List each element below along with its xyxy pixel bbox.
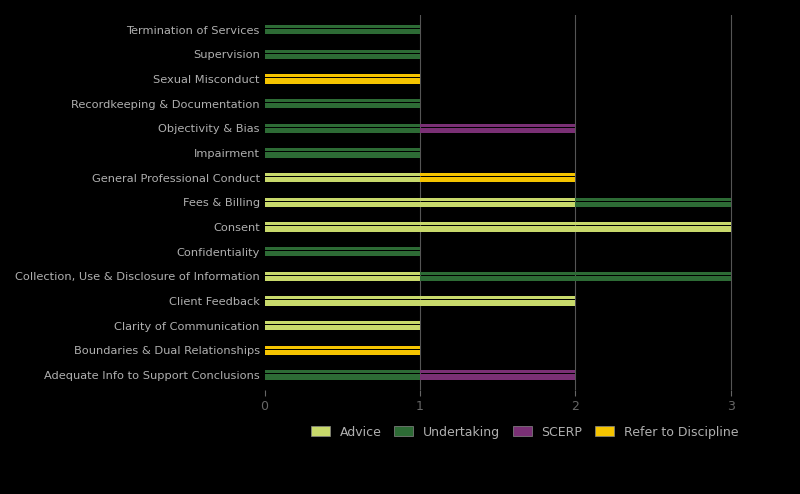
Bar — [265, 370, 420, 373]
Bar — [265, 50, 420, 53]
Bar — [575, 198, 730, 201]
Bar — [420, 124, 575, 126]
Bar — [265, 272, 420, 275]
Bar — [420, 173, 575, 176]
Bar — [265, 54, 420, 59]
Bar — [265, 177, 420, 182]
Bar — [420, 276, 730, 281]
Bar — [265, 103, 420, 109]
Bar — [265, 276, 420, 281]
Bar — [265, 226, 730, 232]
Bar — [265, 198, 575, 201]
Bar — [420, 370, 575, 373]
Bar — [575, 202, 730, 207]
Bar — [265, 99, 420, 102]
Bar — [265, 127, 420, 133]
Bar — [265, 29, 420, 35]
Bar — [265, 325, 420, 330]
Bar — [265, 25, 420, 28]
Bar — [265, 346, 420, 349]
Bar — [420, 374, 575, 380]
Bar — [420, 177, 575, 182]
Bar — [265, 124, 420, 126]
Bar — [265, 321, 420, 324]
Bar — [265, 75, 420, 78]
Bar — [420, 127, 575, 133]
Bar — [265, 202, 575, 207]
Bar — [265, 350, 420, 355]
Bar — [265, 222, 730, 225]
Bar — [265, 300, 575, 306]
Bar — [265, 251, 420, 256]
Bar — [265, 374, 420, 380]
Bar — [265, 79, 420, 84]
Bar — [265, 296, 575, 299]
Legend: Advice, Undertaking, SCERP, Refer to Discipline: Advice, Undertaking, SCERP, Refer to Dis… — [306, 420, 743, 444]
Bar — [265, 247, 420, 250]
Bar — [265, 152, 420, 158]
Bar — [420, 272, 730, 275]
Bar — [265, 148, 420, 151]
Bar — [265, 173, 420, 176]
